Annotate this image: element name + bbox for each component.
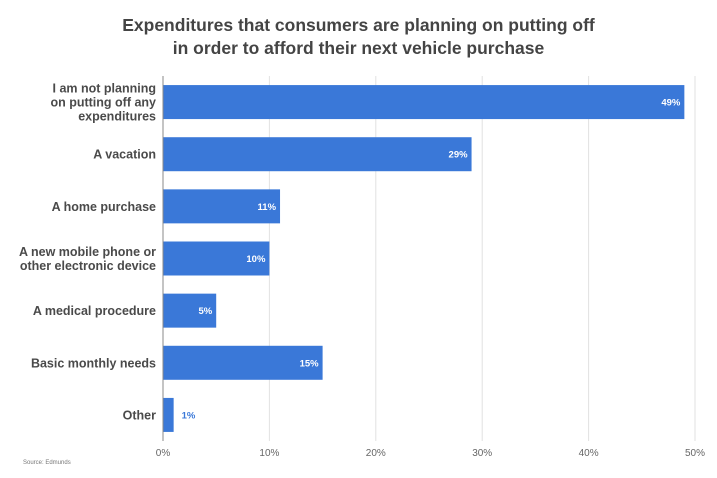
bar (163, 293, 217, 328)
chart-title-line-1: Expenditures that consumers are planning… (122, 15, 595, 35)
data-label: 49% (661, 98, 681, 109)
category-label-line: Basic monthly needs (31, 356, 156, 370)
bars (163, 85, 685, 432)
category-label-line: I am not planning (53, 82, 156, 96)
data-label: 29% (449, 150, 469, 161)
category-label-line: Other (123, 408, 156, 422)
category-label: A new mobile phone or other electronic de… (19, 245, 156, 273)
x-tick-label: 30% (472, 448, 492, 459)
labels: 0% 10% 20% 30% 40% 50% 49% I am not planning on … (19, 82, 705, 459)
category-label: I am not planning on putting off any expen… (50, 82, 156, 124)
data-label: 15% (300, 358, 320, 369)
bar (163, 189, 281, 224)
category-label-line: expenditures (78, 110, 156, 124)
category-label-line: other electronic device (20, 259, 156, 273)
category-label: Other (123, 408, 156, 422)
category-label-line: A medical procedure (33, 304, 156, 318)
category-label: A home purchase (52, 200, 156, 214)
bar (163, 397, 174, 432)
category-label: Basic monthly needs (31, 356, 156, 370)
gridlines (268, 76, 696, 441)
data-label: 10% (246, 254, 266, 265)
x-tick-label: 40% (579, 448, 599, 459)
source-note: Source: Edmunds (23, 460, 71, 466)
category-label: A vacation (93, 148, 156, 162)
category-label-line: on putting off any (50, 96, 156, 110)
chart-title-line-2: in order to afford their next vehicle pu… (172, 38, 545, 58)
x-tick-label: 10% (259, 448, 279, 459)
data-label: 11% (258, 202, 277, 213)
chart-title: Expenditures that consumers are planning… (0, 14, 717, 60)
bar (163, 345, 323, 380)
bar (163, 241, 270, 276)
x-tick-label: 50% (685, 448, 705, 459)
data-label: 5% (198, 306, 212, 317)
category-label-line: A vacation (93, 148, 156, 162)
x-tick-label: 0% (156, 448, 171, 459)
data-label: 1% (182, 410, 196, 421)
x-tick-label: 20% (366, 448, 386, 459)
bar (163, 137, 472, 172)
category-label-line: A home purchase (52, 200, 156, 214)
bar (163, 85, 685, 120)
category-label-line: A new mobile phone or (19, 245, 156, 259)
category-label: A medical procedure (33, 304, 156, 318)
